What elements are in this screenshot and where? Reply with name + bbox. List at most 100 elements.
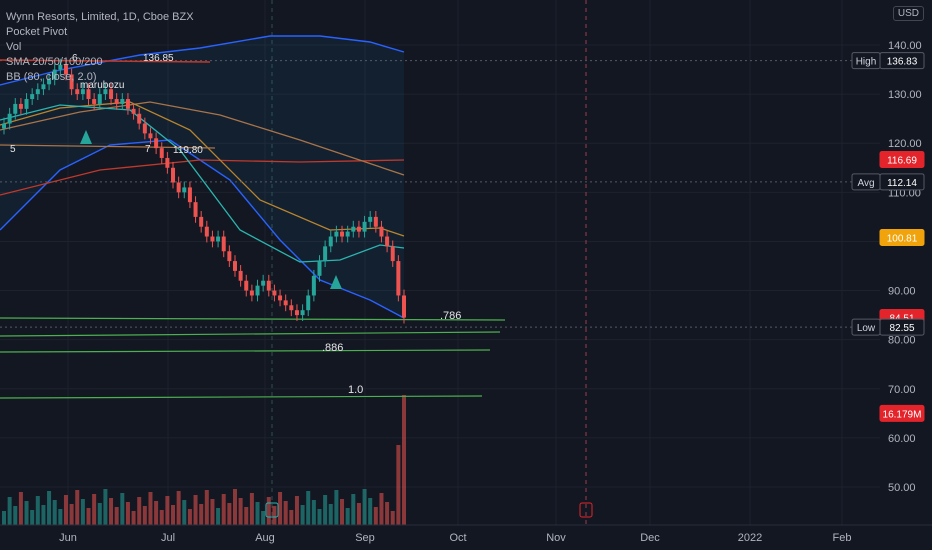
price-tick: 50.00: [888, 482, 916, 494]
marker-label: Avg: [857, 178, 874, 189]
volume-bar: [362, 489, 367, 525]
sma-200-line: [0, 159, 405, 196]
candle-body: [176, 182, 181, 193]
candle-body: [165, 157, 170, 168]
volume-bar: [35, 496, 40, 525]
candle-body: [41, 84, 46, 90]
fib-label: .786: [440, 310, 461, 322]
volume-bar: [311, 500, 316, 525]
indicator-lines: [0, 35, 405, 319]
marker-value: 116.69: [887, 155, 917, 166]
volume-bar: [97, 503, 102, 525]
candle-body: [137, 113, 142, 124]
volume-bar: [396, 445, 401, 525]
candle-body: [187, 187, 192, 203]
volume-bar: [182, 500, 187, 525]
fib-line: [0, 331, 501, 337]
bb-fill-area: [0, 36, 404, 318]
candle-body: [63, 64, 68, 75]
marker-value-box: [879, 52, 925, 70]
candle-body: [69, 74, 74, 90]
volume-bar: [402, 395, 406, 525]
price-tick: 90.00: [888, 286, 916, 298]
candle-body: [86, 89, 91, 100]
candle-body: [328, 236, 333, 247]
volume-bar: [368, 498, 373, 525]
candle-body: [18, 103, 23, 109]
price-tick: 140.00: [888, 40, 922, 52]
candle-body: [278, 295, 283, 301]
candle-body: [114, 99, 119, 104]
sma-20-line: [0, 104, 405, 263]
candle-body: [385, 236, 390, 247]
volume-bar: [103, 489, 108, 525]
volume-bar: [7, 497, 12, 525]
earnings-icon: [265, 502, 279, 518]
candle-body: [97, 94, 102, 104]
price-tick: 120.00: [888, 138, 922, 150]
candle-body: [142, 123, 147, 134]
volume-bar: [379, 493, 384, 525]
volume-bar: [137, 497, 142, 525]
candle-body: [368, 216, 373, 222]
candle-body: [47, 79, 52, 85]
volume-bar: [216, 508, 221, 525]
volume-bar: [125, 502, 130, 525]
candle-body: [193, 202, 198, 217]
candle-body: [103, 89, 108, 95]
pocket-pivot-marker: [80, 130, 92, 144]
currency-button[interactable]: USD: [892, 6, 924, 21]
volume-bar: [266, 497, 271, 525]
sma-50-line: [0, 101, 405, 237]
candle-body: [323, 246, 328, 262]
candle-body: [154, 138, 159, 149]
volume-bar: [356, 503, 361, 525]
time-tick: Dec: [640, 532, 660, 544]
volume-bar: [159, 510, 164, 525]
time-tick: Sep: [355, 532, 375, 544]
bollinger-band-fill: [0, 36, 404, 318]
volume-bar: [52, 500, 57, 525]
candle-body: [402, 295, 406, 318]
volume-bar: [210, 499, 215, 525]
time-tick: Oct: [449, 532, 466, 544]
candle-body: [317, 261, 322, 276]
fib-lines[interactable]: .786 .886 1.0: [0, 59, 880, 399]
volume-bar: [328, 504, 333, 525]
candle-body: [2, 123, 6, 129]
marker-value: 82.55: [889, 323, 914, 334]
volume-bar: [227, 503, 232, 525]
candle-body: [306, 295, 311, 311]
volume-bar: [47, 491, 52, 525]
marker-value-box: [879, 318, 925, 336]
candle-body: [58, 64, 63, 70]
chart-annotation: 6: [72, 53, 78, 64]
volume-bar: [340, 499, 345, 525]
candle-body: [261, 280, 266, 286]
volume-bar: [232, 489, 237, 525]
candle-body: [182, 187, 187, 193]
chart-annotation: 119.80: [173, 145, 203, 156]
volume-bar: [255, 502, 260, 525]
volume-bar: [69, 504, 74, 525]
volume-bar: [114, 507, 119, 525]
time-tick: Nov: [546, 532, 566, 544]
time-tick: Aug: [255, 532, 275, 544]
volume-bar: [289, 510, 294, 525]
candle-body: [334, 231, 339, 237]
time-axis[interactable]: Jun Jul Aug Sep Oct Nov Dec 2022 Feb: [0, 524, 932, 544]
marker-value: 112.14: [887, 178, 917, 189]
marker-value: 16.179M: [883, 409, 922, 420]
candle-body: [210, 236, 215, 242]
volume-bar: [345, 508, 350, 525]
candle-body: [373, 216, 378, 227]
volume-bar: [58, 509, 63, 525]
time-tick: Jul: [161, 532, 175, 544]
volume-bar: [193, 495, 198, 525]
volume-bar: [334, 490, 339, 525]
time-tick: Jun: [59, 532, 77, 544]
marker-label: Low: [857, 323, 876, 334]
volume-bar: [317, 509, 322, 525]
candle-body: [379, 226, 384, 237]
